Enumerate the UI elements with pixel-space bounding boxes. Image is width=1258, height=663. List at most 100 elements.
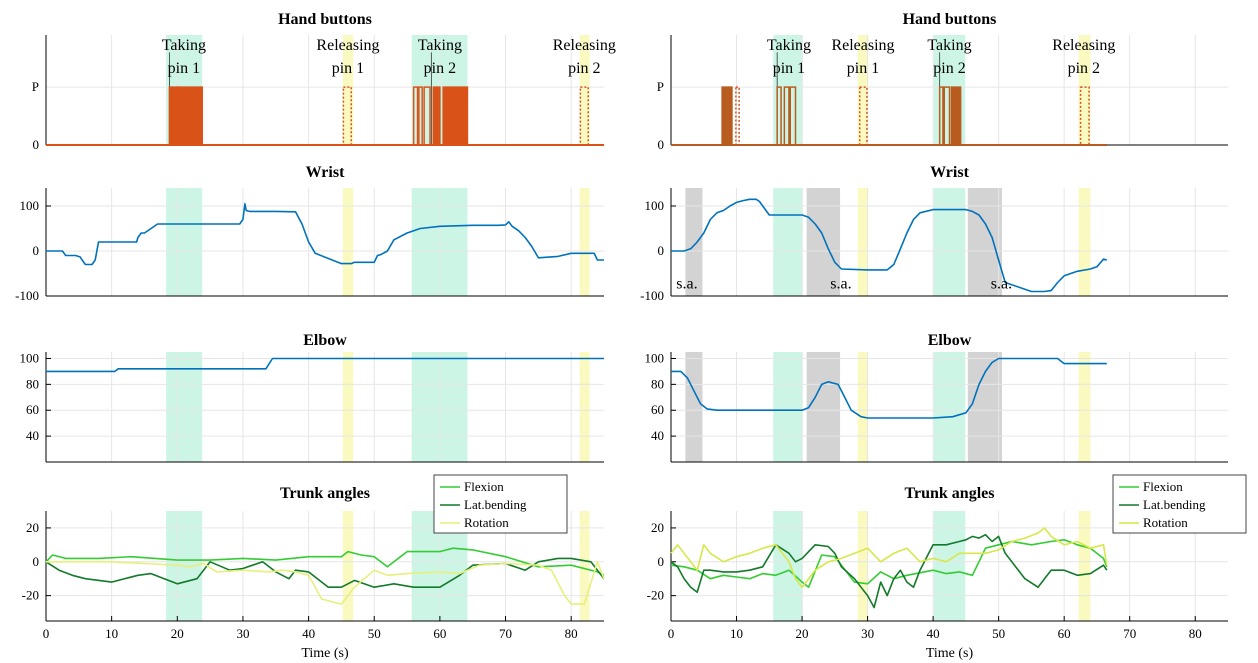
button-press-pulse	[168, 86, 179, 146]
y-tick-label: P	[32, 79, 39, 94]
chart-title: Trunk angles	[280, 485, 370, 502]
highlight-band-green	[773, 188, 803, 296]
y-tick-label: 100	[20, 198, 40, 213]
x-tick-label: 40	[302, 626, 315, 641]
button-press-pulse	[721, 86, 733, 146]
y-tick-label: 60	[651, 402, 664, 417]
button-press-pulse	[176, 86, 203, 146]
chart-title: Elbow	[928, 332, 972, 349]
left-elbow-panel: Elbow 40 60 80 100	[20, 332, 604, 463]
phase-label: pin 2	[568, 60, 600, 77]
highlight-band-yellow	[857, 511, 869, 621]
right-wrist-panel: Wrist -100 0 100 s.a. s.a. s.a.	[640, 164, 1228, 303]
y-tick-label: 60	[26, 402, 39, 417]
legend-label: Rotation	[464, 515, 509, 530]
right-hand-buttons-panel: Hand buttons 0 P Taking pin 1 Releasing pin 1 T…	[657, 11, 1228, 152]
x-tick-label: 80	[1189, 626, 1202, 641]
sa-label: s.a.	[991, 276, 1012, 293]
y-tick-label: 40	[26, 428, 39, 443]
button-press-pulse	[950, 86, 962, 146]
button-press-pulse	[943, 86, 951, 146]
phase-label: Releasing	[831, 37, 894, 54]
button-release-pulse	[342, 86, 353, 146]
y-tick-label: 0	[33, 554, 40, 569]
highlight-band-yellow	[1078, 35, 1091, 145]
highlight-band-yellow	[857, 35, 869, 145]
x-tick-label: 60	[1058, 626, 1071, 641]
phase-label: pin 2	[1068, 60, 1100, 77]
phase-label: pin 1	[847, 60, 879, 77]
phase-label: pin 1	[773, 60, 805, 77]
button-press-pulse	[783, 86, 790, 146]
x-tick-label: 0	[668, 626, 675, 641]
y-tick-label: 80	[651, 376, 664, 391]
series-line-lat-bending	[670, 533, 1108, 609]
x-tick-label: 60	[433, 626, 446, 641]
legend-label: Flexion	[1143, 479, 1183, 494]
left-wrist-panel: Wrist -100 0 100	[15, 164, 604, 303]
phase-label: pin 2	[424, 60, 456, 77]
y-tick-label: 20	[26, 520, 39, 535]
x-tick-label: 0	[43, 626, 50, 641]
series-line-rotation	[46, 560, 605, 605]
series-line-0	[671, 198, 1108, 293]
button-press-pulse	[432, 86, 441, 146]
series-line-flexion	[45, 547, 605, 577]
highlight-band-yellow	[342, 352, 354, 462]
legend-label: Lat.bending	[1143, 497, 1206, 512]
highlight-band-gray	[967, 352, 1002, 462]
phase-label: Releasing	[1052, 37, 1115, 54]
button-press-pulse	[423, 86, 431, 146]
phase-label: Taking	[162, 37, 206, 54]
y-tick-label: 80	[26, 376, 39, 391]
x-tick-label: 10	[105, 626, 118, 641]
y-tick-label: 0	[658, 243, 665, 258]
legend-label: Rotation	[1143, 515, 1188, 530]
y-tick-label: 0	[658, 137, 665, 152]
x-tick-label: 50	[368, 626, 381, 641]
chart-title: Hand buttons	[278, 11, 372, 28]
phase-label: Taking	[418, 37, 462, 54]
highlight-band-green	[773, 35, 803, 145]
highlight-band-gray	[685, 352, 703, 462]
y-tick-label: 0	[658, 554, 665, 569]
highlight-band-yellow	[857, 352, 869, 462]
phase-label: Taking	[927, 37, 971, 54]
x-tick-label: 40	[927, 626, 940, 641]
x-tick-label: 30	[861, 626, 874, 641]
phase-label: Releasing	[316, 37, 379, 54]
y-tick-label: -100	[640, 288, 664, 303]
y-tick-label: P	[657, 79, 664, 94]
chart-title: Wrist	[930, 164, 969, 181]
highlight-band-gray	[806, 352, 841, 462]
right-elbow-panel: Elbow 40 60 80 100	[645, 332, 1228, 463]
x-axis-label: Time (s)	[926, 646, 974, 661]
legend-label: Lat.bending	[464, 497, 527, 512]
x-tick-label: 20	[796, 626, 809, 641]
button-release-pulse	[1079, 86, 1090, 146]
y-tick-label: 100	[645, 198, 665, 213]
series-line-rotation	[670, 527, 1108, 589]
button-press-pulse	[442, 86, 469, 146]
chart-title: Wrist	[306, 164, 345, 181]
legend-label: Flexion	[464, 479, 504, 494]
sa-label: s.a.	[830, 276, 851, 293]
left-trunk-angles-panel: Trunk angles -20 0 20 0 10 20 30 40 50 60 70 80 Time …	[22, 474, 605, 661]
highlight-band-yellow	[1078, 511, 1091, 621]
series-line-0	[46, 357, 604, 373]
button-press-pulse	[938, 86, 944, 146]
highlight-band-yellow	[342, 511, 354, 621]
x-tick-label: 50	[992, 626, 1005, 641]
chart-title: Elbow	[303, 332, 347, 349]
button-release-pulse	[858, 86, 868, 146]
phase-label: pin 2	[933, 60, 965, 77]
y-tick-label: -20	[22, 588, 39, 603]
legend: Flexion Lat.bending Rotation	[433, 474, 568, 534]
highlight-band-yellow	[1078, 352, 1091, 462]
legend: Flexion Lat.bending Rotation	[1112, 474, 1247, 534]
y-tick-label: 0	[33, 243, 40, 258]
chart-title: Trunk angles	[905, 485, 995, 502]
highlight-band-yellow	[342, 35, 354, 145]
y-tick-label: 40	[651, 428, 664, 443]
